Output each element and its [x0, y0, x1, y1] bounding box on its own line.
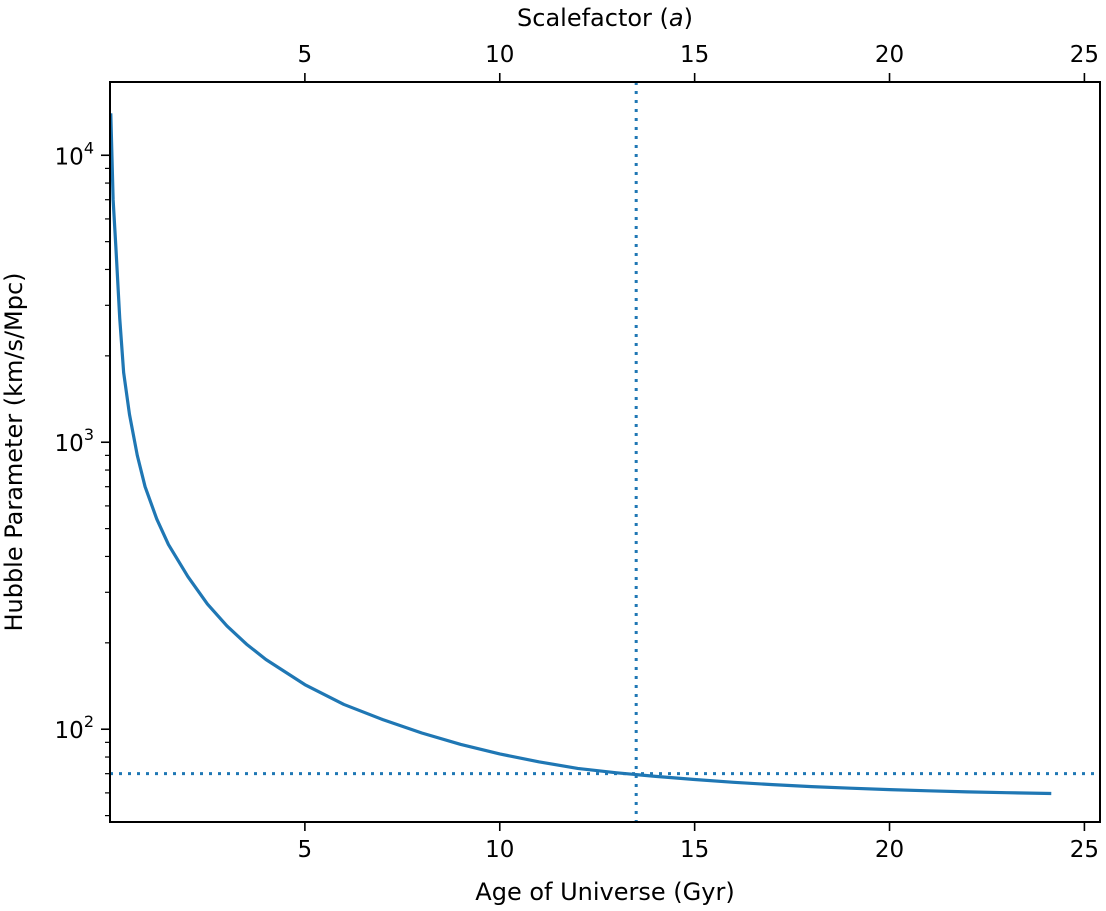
- y-axis: 102 103 104: [55, 138, 110, 817]
- x-axis-label: Age of Universe (Gyr): [475, 878, 734, 906]
- x-tick-top-label: 20: [875, 42, 904, 68]
- x-tick-bottom-label: 5: [298, 837, 313, 863]
- x-tick-bottom-label: 10: [485, 837, 514, 863]
- x-tick-top-label: 25: [1070, 42, 1099, 68]
- x-tick-top-label: 10: [485, 42, 514, 68]
- series-line-0: [109, 113, 1052, 796]
- x-tick-bottom-label: 25: [1070, 837, 1099, 863]
- y-axis-label: Hubble Parameter (km/s/Mpc): [0, 272, 28, 631]
- y-tick-label: 104: [55, 138, 94, 170]
- x-tick-bottom-label: 20: [875, 837, 904, 863]
- plot-frame: [109, 81, 1101, 823]
- x-axis-bottom: 5 10 15 20 25: [298, 822, 1099, 863]
- y-tick-label: 103: [55, 425, 94, 457]
- y-tick-label: 102: [55, 712, 94, 744]
- x-tick-bottom-label: 15: [680, 837, 709, 863]
- x-axis-top: 5 10 15 20 25: [298, 42, 1099, 82]
- x-tick-top-label: 5: [298, 42, 313, 68]
- series-layer: [109, 113, 1052, 796]
- top-x-axis-label: Scalefactor (a): [517, 4, 693, 32]
- reference-lines: [110, 82, 1100, 822]
- x-tick-top-label: 15: [680, 42, 709, 68]
